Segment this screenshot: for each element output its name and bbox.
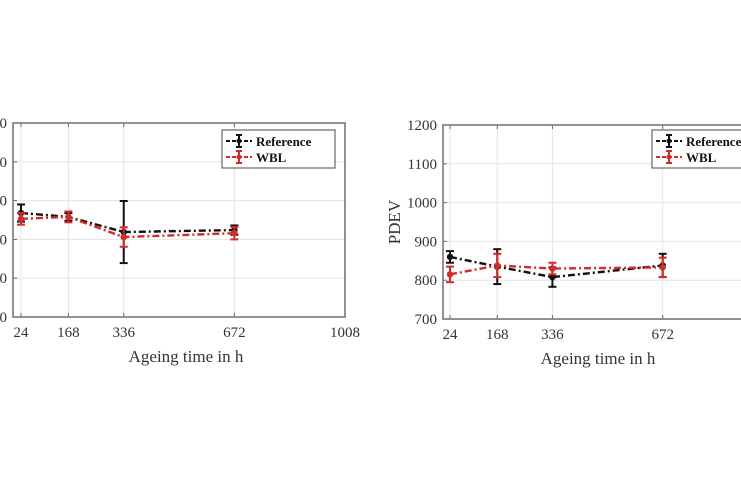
legend-label-reference: Reference <box>256 134 312 149</box>
axes-box <box>442 124 741 320</box>
series-line <box>20 211 235 234</box>
data-point <box>494 262 501 269</box>
axes-box <box>12 122 346 318</box>
y-tick-label: 700 <box>415 312 438 328</box>
legend-marker <box>236 138 242 144</box>
x-tick-label: 168 <box>57 325 80 341</box>
legend-marker <box>666 154 672 160</box>
y-tick-label: 1000 <box>407 196 437 212</box>
legend-marker <box>666 138 672 144</box>
x-tick-label: 24 <box>443 327 459 343</box>
series-wbl <box>446 252 667 284</box>
x-tick-label: 672 <box>223 325 246 341</box>
data-point <box>446 271 454 278</box>
x-tick-label: 336 <box>541 327 564 343</box>
legend-box <box>651 129 741 169</box>
y-tick-label: 800 <box>415 273 438 289</box>
data-point <box>231 229 238 237</box>
legend-box <box>221 129 336 169</box>
data-point <box>120 233 127 241</box>
x-axis-label: Ageing time in h <box>541 349 656 368</box>
chart-panel-1: 24 168 336 672 1008 Ageing time in h 0 0 0 0 0 0 Ref… <box>0 116 360 366</box>
data-point <box>659 264 666 271</box>
y-tick-label: 1200 <box>407 118 437 134</box>
series-line <box>449 264 663 276</box>
y-axis-label: PDEV <box>385 199 404 244</box>
data-point <box>549 273 556 281</box>
x-tick-label: 168 <box>486 327 509 343</box>
x-tick-label: 1008 <box>330 325 360 341</box>
legend-label-reference: Reference <box>686 134 741 149</box>
data-point <box>65 213 72 221</box>
series-line <box>449 255 663 279</box>
y-tick-label: 1100 <box>408 157 437 173</box>
series-wbl <box>17 210 239 248</box>
y-tick-label: 0 <box>0 155 7 171</box>
legend-label-wbl: WBL <box>256 150 287 165</box>
legend-label-wbl: WBL <box>686 150 717 165</box>
y-tick-label: 0 <box>0 271 7 287</box>
series-line <box>20 215 235 239</box>
y-tick-label: 0 <box>0 194 7 210</box>
data-point <box>446 253 454 261</box>
x-tick-label: 672 <box>651 327 674 343</box>
x-axis-label: Ageing time in h <box>129 347 244 366</box>
x-tick-label: 24 <box>14 325 30 341</box>
y-tick-label: 900 <box>415 234 438 250</box>
x-tick-label: 336 <box>112 325 135 341</box>
legend-marker <box>236 154 242 160</box>
y-tick-label: 0 <box>0 116 7 132</box>
data-point <box>17 215 25 223</box>
y-tick-label: 0 <box>0 310 7 326</box>
chart-panel-2: 24 168 336 672 Ageing time in h 700 800 900 1000… <box>385 118 741 368</box>
data-point <box>549 265 556 272</box>
y-tick-label: 0 <box>0 232 7 248</box>
